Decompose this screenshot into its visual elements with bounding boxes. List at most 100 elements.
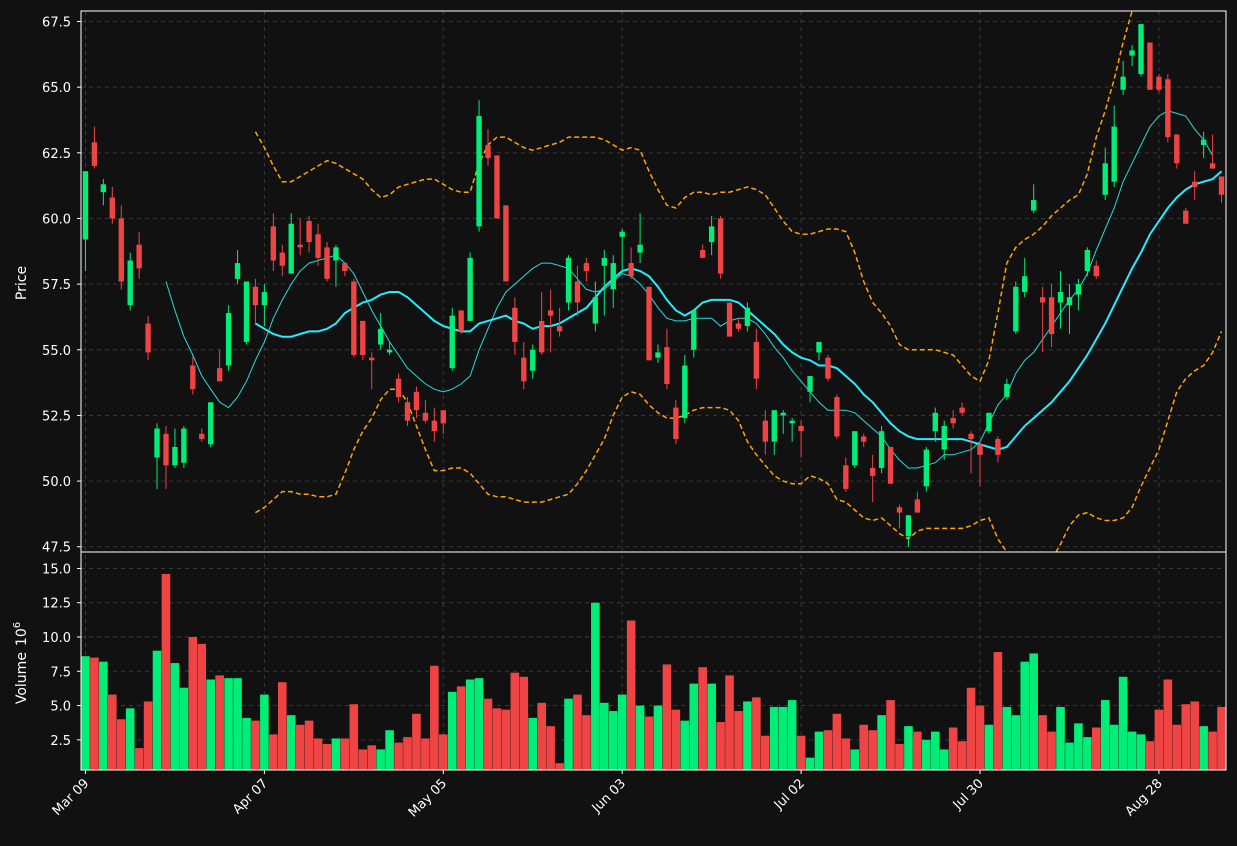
volume-bar — [1136, 734, 1146, 770]
candle — [744, 302, 751, 332]
candle-body — [503, 205, 509, 282]
volume-bar — [403, 737, 412, 770]
volume-bar — [859, 724, 869, 770]
volume-bar — [215, 675, 224, 770]
volume-bar — [331, 738, 341, 770]
candle — [700, 244, 706, 258]
volume-bar — [1056, 706, 1065, 770]
candle-body — [342, 263, 348, 271]
volume-bar — [188, 637, 198, 770]
candle — [1165, 74, 1171, 143]
volume-bar — [1029, 653, 1038, 770]
candle — [1102, 147, 1108, 201]
candle — [547, 289, 554, 353]
volume-bar — [617, 694, 627, 770]
candle — [306, 215, 312, 253]
candle-body — [762, 420, 768, 442]
candle — [199, 428, 205, 442]
candle-body — [1138, 24, 1144, 75]
candle — [1004, 378, 1010, 400]
candle-body — [306, 221, 312, 243]
volume-bar — [680, 720, 690, 770]
volume-bar — [886, 700, 895, 770]
candle — [798, 420, 804, 458]
volume-bar — [939, 749, 949, 770]
candle — [637, 213, 643, 264]
candle — [163, 425, 169, 489]
candle — [691, 310, 697, 358]
candle — [181, 425, 187, 468]
volume-bar — [206, 679, 216, 770]
volume-layer — [81, 573, 1226, 770]
volume-bar — [143, 701, 153, 770]
volume-bar — [1163, 679, 1173, 770]
candle-body — [843, 465, 849, 489]
candle-body — [869, 467, 876, 476]
volume-bar — [1154, 709, 1164, 770]
candle — [297, 218, 303, 256]
candle-body — [744, 307, 751, 327]
volume-bar — [528, 717, 538, 770]
candle — [1093, 260, 1099, 279]
fast-moving-average-line — [165, 110, 1214, 469]
volume-bar — [823, 730, 833, 770]
candle — [458, 310, 464, 335]
candle-body — [682, 365, 688, 419]
candle-body — [637, 244, 643, 253]
candle — [1218, 176, 1225, 203]
candle — [959, 402, 965, 416]
volume-bar — [966, 687, 976, 770]
candle — [1022, 257, 1028, 298]
volume-bar — [796, 735, 806, 770]
candle — [753, 328, 760, 390]
candle-body — [1013, 286, 1019, 332]
candle-body — [1218, 176, 1225, 195]
candle — [467, 252, 473, 321]
volume-bar — [277, 682, 287, 770]
candle — [1030, 184, 1037, 214]
candle — [530, 344, 536, 379]
volume-bar — [957, 741, 967, 770]
volume-bar — [895, 743, 904, 770]
volume-bar — [608, 711, 618, 770]
candle-body — [852, 431, 858, 466]
volume-tick-label: 2.5 — [50, 734, 71, 749]
price-tick-label: 57.5 — [42, 278, 71, 293]
candle — [834, 394, 840, 440]
volume-bar — [626, 620, 636, 770]
candle-body — [404, 402, 411, 421]
candle-body — [297, 244, 303, 248]
volume-bar — [1074, 723, 1083, 770]
candle — [852, 431, 858, 468]
candle-body — [816, 341, 822, 353]
candle-body — [521, 357, 527, 382]
volume-bar — [689, 683, 699, 770]
volume-bar — [993, 652, 1003, 770]
candle-body — [1120, 76, 1126, 90]
volume-bar — [1127, 731, 1137, 770]
volume-bar — [152, 650, 162, 770]
volume-bar — [752, 697, 761, 770]
candle-body — [977, 444, 983, 455]
candle — [574, 265, 581, 316]
volume-bar — [304, 720, 314, 770]
candle — [449, 307, 455, 371]
candle-body — [700, 249, 706, 258]
volume-bar — [725, 675, 734, 770]
candle-body — [243, 281, 250, 342]
candle-body — [610, 263, 616, 290]
volume-bar — [761, 735, 770, 770]
candle-body — [1192, 181, 1198, 187]
candle — [413, 386, 420, 419]
volume-bar — [179, 687, 189, 770]
volume-bar — [904, 726, 913, 770]
candle — [1138, 24, 1144, 77]
candle-body — [619, 231, 625, 237]
candle — [708, 215, 715, 256]
candle-body — [655, 352, 661, 358]
candle-body — [574, 281, 581, 303]
candle — [145, 315, 151, 361]
candle — [914, 491, 921, 513]
candle-body — [386, 349, 393, 353]
